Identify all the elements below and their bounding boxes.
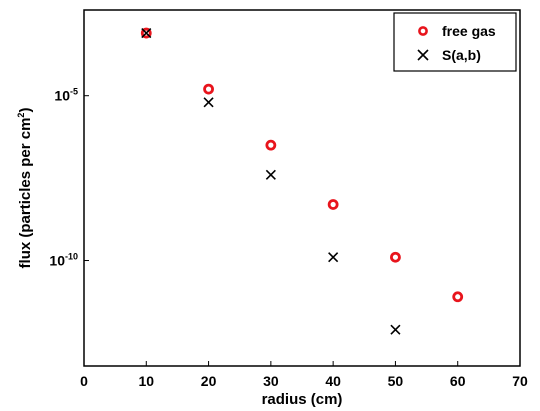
legend-label-sab: S(a,b) <box>442 47 481 63</box>
x-tick-label: 70 <box>512 373 528 389</box>
free-gas-point <box>327 199 339 210</box>
sab-point <box>328 252 339 263</box>
x-tick-label: 40 <box>325 373 341 389</box>
y-tick-label: 10-5 <box>54 87 78 104</box>
legend: free gas S(a,b) <box>393 12 517 72</box>
sab-point <box>203 97 214 108</box>
legend-item-sab: S(a,b) <box>417 47 481 63</box>
legend-box <box>393 12 517 72</box>
x-tick-label: 0 <box>80 373 88 389</box>
y-axis: 10-5 10-10 <box>49 87 89 269</box>
data-points <box>140 27 464 335</box>
x-tick-label: 60 <box>450 373 466 389</box>
free-gas-point <box>265 139 277 151</box>
y-axis-label: flux (particles per cm2) <box>16 108 34 269</box>
free-gas-point <box>390 251 401 263</box>
legend-label-free-gas: free gas <box>442 23 496 39</box>
x-axis-label: radius (cm) <box>262 391 343 408</box>
x-tick-label: 10 <box>138 373 154 389</box>
x-tick-label: 20 <box>201 373 217 389</box>
sab-point <box>390 324 401 335</box>
y-tick-label: 10-10 <box>49 252 78 269</box>
x-axis: 0 10 20 30 40 50 60 70 <box>80 361 528 389</box>
x-tick-label: 30 <box>263 373 279 389</box>
sab-point <box>265 169 276 180</box>
x-tick-label: 50 <box>388 373 404 389</box>
free-gas-point <box>452 291 464 303</box>
free-gas-point <box>203 83 214 95</box>
legend-item-free-gas: free gas <box>418 23 496 39</box>
legend-x-marker <box>417 49 429 61</box>
sab-point <box>141 28 152 39</box>
free-gas-point <box>140 27 152 39</box>
legend-circle-marker <box>418 26 428 36</box>
